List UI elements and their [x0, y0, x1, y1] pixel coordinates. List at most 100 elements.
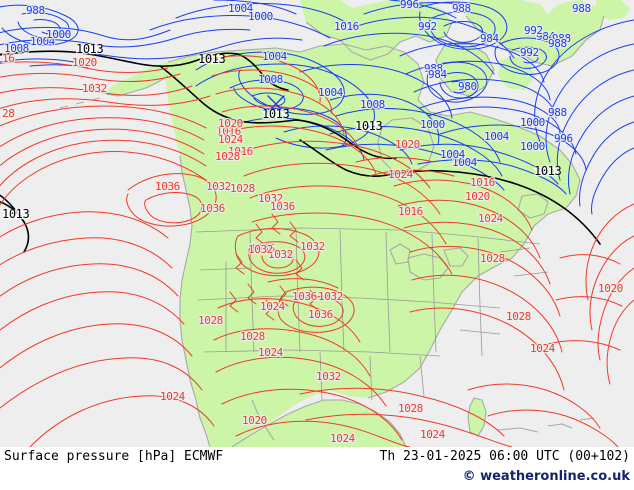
isobar-label-halo: 984 — [480, 32, 499, 45]
isobar-label: 1028 — [215, 150, 240, 163]
isobar-label: 984 — [536, 30, 555, 43]
isobar-label: 988 — [548, 106, 567, 119]
isobar-label-halo: 1024 — [530, 342, 556, 355]
isobar-label-halo: 1028 — [480, 252, 505, 265]
pressure-map[interactable]: 988 988 1008 1008 1004 1004 1000 1000 1013 1013 16… — [0, 0, 634, 447]
isobar-label: 1000 — [520, 140, 545, 153]
isobar-label-halo: 1013 — [534, 165, 559, 178]
isobar-label-halo: 1028 — [240, 330, 265, 343]
isobar-label: 996 — [554, 132, 573, 145]
arctic-islands-land — [300, 0, 452, 60]
footer-datetime: Th 23-01-2025 06:00 UTC (00+102) — [379, 449, 630, 464]
isobar-label-halo: 1032 — [300, 240, 325, 253]
isobar-label-halo: 992 — [418, 20, 437, 33]
isobar-label-halo: 1024 — [388, 168, 414, 181]
isobar-label: 1013 — [355, 119, 382, 133]
isobar-label: 1024 — [478, 212, 504, 225]
isobar-label: 1013 — [76, 42, 103, 56]
isobar-label: 1004 — [30, 35, 56, 48]
isobar-label-halo: 996 — [400, 0, 419, 11]
newfoundland-land — [518, 194, 548, 218]
isobar-label-halo: 1028 — [198, 314, 223, 327]
isobar-label: 1008 — [360, 98, 385, 111]
isobar-label: 1028 — [240, 330, 265, 343]
isobar-label: 1000 — [420, 118, 445, 131]
isobar-label: 988 — [572, 2, 591, 15]
isobar-label-halo: 1036 — [155, 180, 180, 193]
isobar-label-halo: 1004 — [440, 148, 466, 161]
isobar-label-halo: 1028 — [506, 310, 531, 323]
neutral-1013-isobar — [0, 50, 601, 253]
isobar-label-halo: 1036 — [200, 202, 225, 215]
isobar-label-halo: 1008 — [360, 98, 385, 111]
isobar-label-halo: 1032 — [258, 192, 283, 205]
isobar-label: 1004 — [440, 148, 466, 161]
isobar-label-halo: 1020 — [242, 414, 267, 427]
isobar-label-halo: 1004 — [30, 35, 56, 48]
isobar-label-halo: 1024 — [478, 212, 504, 225]
isobar-label-halo: 1024 — [260, 300, 286, 313]
isobar-label: 1028 — [230, 182, 255, 195]
isobar-label-halo: 1032 — [318, 290, 343, 303]
isobar-label: 1004 — [318, 86, 344, 99]
isobar-label: 988 — [552, 32, 571, 45]
isobar-label-halo: 1028 — [215, 150, 240, 163]
isobar-label-halo: 1024 — [160, 390, 186, 403]
isobar-label: 992 — [520, 46, 539, 59]
isobar-label: 1036 — [292, 290, 317, 303]
isobar-label: 1024 — [330, 432, 356, 445]
isobar-label: 988 — [548, 37, 567, 50]
isobar-label: 1032 — [316, 370, 341, 383]
isobar-label: 1036 — [250, 242, 275, 255]
isobar-label: 1013 — [2, 207, 29, 221]
isobar-label: 1000 — [248, 10, 273, 23]
isobar-label-halo: 1000 — [46, 28, 71, 41]
isobar-label-halo: 1000 — [520, 140, 545, 153]
isobar-label-halo: 992 — [524, 24, 543, 37]
isobar-label-halo: 1032 — [316, 370, 341, 383]
high-pressure-isobars — [0, 55, 634, 447]
isobar-label: 1032 — [268, 248, 293, 261]
political-border-layer — [195, 227, 549, 401]
isobar-label-halo: 1024 — [218, 133, 244, 146]
isobar-label-halo: 1004 — [452, 156, 478, 169]
isobar-label-halo: 1032 — [82, 82, 107, 95]
isobar-label-halo: 1036 — [270, 200, 295, 213]
map-canvas[interactable]: 9889881008100810041004100010001013101316… — [0, 0, 634, 447]
isobar-label-layer: 9889881008100810041004100010001013101316… — [1, 0, 625, 446]
isobar-label: 992 — [418, 20, 437, 33]
isobar-label: 1024 — [420, 428, 446, 441]
isobar-label: 1032 — [248, 243, 273, 256]
isobar-label: 1024 — [260, 300, 286, 313]
isobar-label-halo: 992 — [520, 46, 539, 59]
isobar-label: 1028 — [198, 314, 223, 327]
isobar-label-halo: 1013 — [76, 43, 101, 56]
isobar-label: 1013 — [534, 164, 561, 178]
isobar-label-halo: 1004 — [262, 50, 288, 63]
isobar-label: 1020 — [465, 190, 490, 203]
isobar-label: 984 — [428, 68, 447, 81]
isobar-label: 1004 — [452, 156, 478, 169]
isobar-label: 1013 — [262, 107, 289, 121]
isobar-label-halo: 1032 — [268, 248, 293, 261]
isobar-label-halo: 1032 — [248, 243, 273, 256]
isobar-label: 1036 — [200, 202, 225, 215]
isobar-label-halo: 1036 — [250, 242, 275, 255]
isobar-label: 16 — [2, 52, 14, 65]
isobar-label: 980 — [458, 80, 477, 93]
isobar-label: 1020 — [395, 138, 420, 151]
isobar-label: 1004 — [484, 130, 510, 143]
isobar-label: 28 — [2, 107, 14, 120]
isobar-label-halo: 16 — [2, 52, 14, 65]
greenland-land — [466, 0, 604, 66]
isobar-label-halo: 988 — [424, 62, 443, 75]
isobar-label-halo: 1016 — [334, 20, 359, 33]
isobar-label-halo: 1024 — [420, 428, 446, 441]
isobar-label-halo: 1016 — [470, 176, 495, 189]
isobar-label-halo: 1036 — [292, 290, 317, 303]
isobar-label: 1024 — [218, 133, 244, 146]
isobar-label: 1020 — [72, 56, 97, 69]
isobar-label: 1028 — [480, 252, 505, 265]
isobar-label-halo: 1008 — [4, 42, 29, 55]
